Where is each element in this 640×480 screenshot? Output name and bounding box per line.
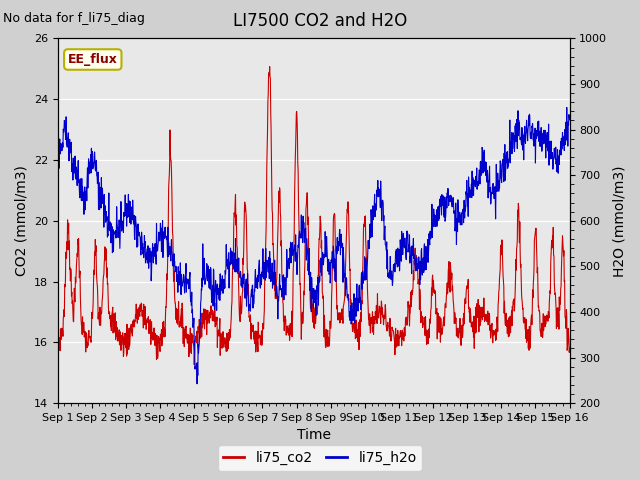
- li75_co2: [566, 345, 573, 350]
- li75_h2o: [563, 105, 571, 110]
- li75_co2: [506, 333, 513, 339]
- li75_h2o: [155, 232, 163, 238]
- Y-axis label: CO2 (mmol/m3): CO2 (mmol/m3): [14, 166, 28, 276]
- li75_co2: [266, 64, 273, 70]
- li75_co2: [394, 343, 401, 349]
- Text: EE_flux: EE_flux: [68, 53, 118, 66]
- Text: LI7500 CO2 and H2O: LI7500 CO2 and H2O: [233, 12, 407, 30]
- li75_h2o: [460, 198, 468, 204]
- li75_co2: [168, 168, 175, 173]
- li75_h2o: [505, 156, 513, 162]
- li75_h2o: [225, 285, 233, 291]
- li75_co2: [54, 325, 61, 331]
- Legend: li75_co2, li75_h2o: li75_co2, li75_h2o: [218, 445, 422, 471]
- Line: li75_h2o: li75_h2o: [58, 108, 570, 384]
- li75_h2o: [168, 237, 175, 242]
- li75_co2: [190, 362, 198, 368]
- li75_h2o: [566, 117, 573, 122]
- li75_co2: [225, 337, 233, 343]
- li75_co2: [155, 340, 163, 346]
- li75_h2o: [54, 183, 61, 189]
- li75_h2o: [393, 254, 401, 260]
- li75_h2o: [193, 381, 201, 387]
- Text: No data for f_li75_diag: No data for f_li75_diag: [3, 12, 145, 25]
- li75_co2: [460, 321, 468, 326]
- Y-axis label: H2O (mmol/m3): H2O (mmol/m3): [613, 165, 627, 276]
- Line: li75_co2: li75_co2: [58, 67, 570, 365]
- X-axis label: Time: Time: [296, 429, 331, 443]
